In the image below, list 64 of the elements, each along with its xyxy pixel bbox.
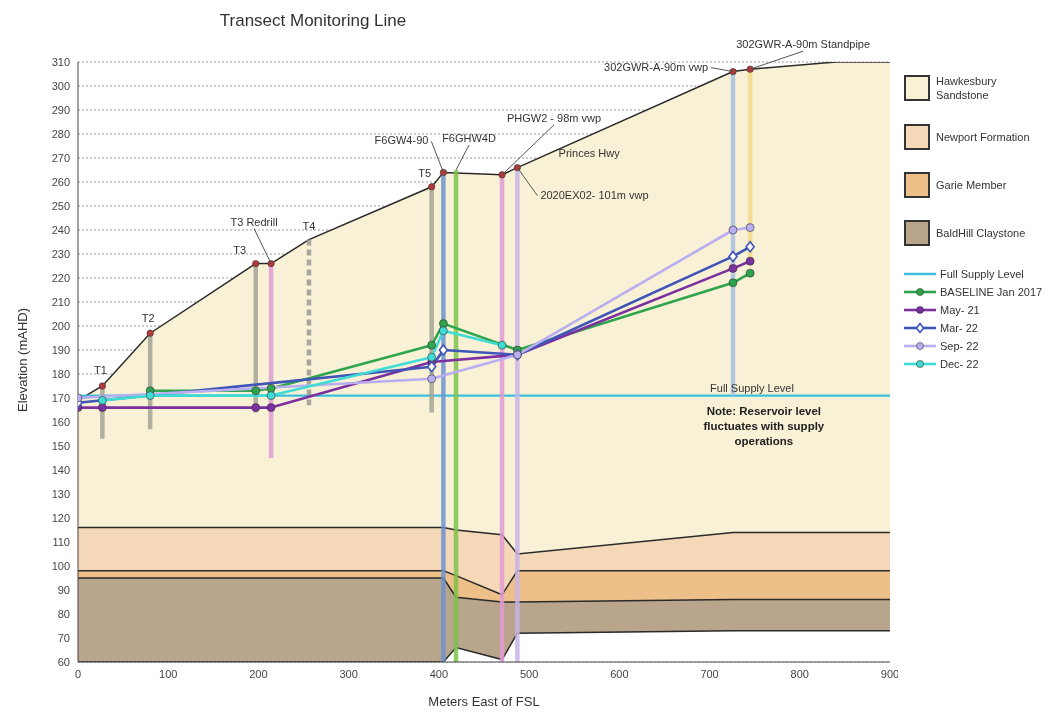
y-tick-label: 110 [52,535,70,548]
annotation: F6GW4-90 [374,134,429,147]
y-tick-label: 310 [51,55,70,68]
y-tick-label: 300 [51,79,70,92]
y-tick-label: 210 [51,295,70,308]
y-tick-label: 220 [51,271,70,284]
legend-label: BaldHill Claystone [936,226,1026,240]
y-tick-label: 170 [51,391,70,404]
chart-title: Transect Monitoring Line [219,11,407,30]
x-tick-label: 600 [610,667,629,680]
legend-label: Dec- 22 [940,358,979,370]
legend-label: Sep- 22 [940,340,979,352]
annotation: T1 [93,363,107,376]
legend-label: BASELINE Jan 2017 [940,286,1043,298]
y-tick-label: 200 [51,319,70,332]
x-tick-label: 500 [519,667,539,680]
y-tick-label: 290 [51,103,70,116]
x-tick-label: 300 [339,667,358,680]
y-tick-label: 180 [51,367,70,380]
x-tick-label: 100 [159,667,178,680]
annotation: T2 [141,312,155,325]
ref-line-label: Full Supply Level [710,381,794,394]
legend-label: May- 21 [940,304,980,316]
legend-label: Garie Member [936,178,1007,192]
annotation: T5 [418,166,432,179]
x-tick-label: 0 [74,667,82,680]
y-tick-label: 60 [57,655,70,668]
annotation: Note: Reservoir level fluctuates with supply operations [702,404,826,449]
annotation: T3 Redrill [230,215,278,228]
y-tick-label: 70 [57,631,70,644]
annotation: 302GWR-A-90m vwp [604,60,709,73]
annotation: F6GHW4D [442,131,496,144]
y-tick-label: 80 [57,607,70,620]
y-tick-label: 270 [51,151,70,164]
annotation: T3 [233,243,247,256]
y-tick-label: 190 [51,343,70,356]
legend-label: Hawkesbury Sandstone [936,74,998,102]
annotation: T4 [302,219,316,232]
x-axis-title: Meters East of FSL [428,694,540,709]
legend-label: Mar- 22 [940,322,978,334]
y-tick-label: 250 [51,199,70,212]
annotation: 302GWR-A-90m Standpipe [736,38,871,51]
y-tick-label: 280 [51,127,70,140]
y-tick-label: 120 [51,511,70,524]
text: Full Supply Level [940,268,1024,280]
y-tick-label: 230 [51,247,70,260]
y-axis-title: Elevation (mAHD) [14,307,30,412]
x-tick-label: 700 [700,667,719,680]
annotation: PHGW2 - 98m vwp [506,111,602,124]
x-tick-label: 900 [880,667,900,680]
y-tick-label: 130 [51,487,70,500]
x-tick-label: 200 [249,667,268,680]
annotation: 2020EX02- 101m vwp [540,188,649,201]
y-tick-label: 100 [51,559,70,572]
y-tick-label: 240 [51,223,70,236]
legend-label: Newport Formation [936,130,1030,144]
annotation: Princes Hwy [558,146,621,159]
y-tick-label: 260 [51,175,70,188]
x-tick-label: 800 [790,667,809,680]
y-tick-label: 140 [51,463,70,476]
y-tick-label: 90 [57,583,70,596]
y-tick-label: 150 [51,439,70,452]
x-tick-label: 400 [429,667,449,680]
y-tick-label: 160 [51,415,70,428]
